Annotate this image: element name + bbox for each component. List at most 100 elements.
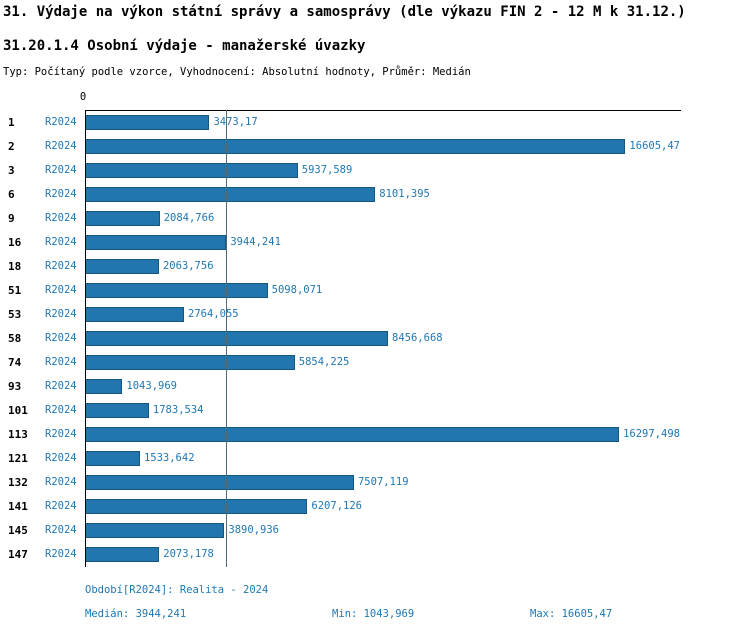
value-label: 8101,395 [379, 188, 430, 200]
series-label: R2024 [45, 380, 77, 392]
series-label: R2024 [45, 404, 77, 416]
series-label: R2024 [45, 212, 77, 224]
bar[interactable] [85, 162, 298, 178]
x-axis-line [85, 110, 681, 111]
y-axis-line [85, 110, 86, 567]
chart-row: 113 R2024 16297,498 [0, 422, 750, 446]
series-label: R2024 [45, 500, 77, 512]
category-label: 18 [8, 259, 22, 273]
value-label: 5937,589 [301, 164, 353, 176]
bar-area: 6207,126 [85, 498, 680, 514]
footer-max-label: Max: 16605,47 [530, 608, 613, 620]
category-label: 16 [8, 235, 22, 249]
category-label: 3 [8, 163, 15, 177]
category-label: 93 [8, 379, 22, 393]
series-label: R2024 [45, 524, 77, 536]
bar-area: 2073,178 [85, 546, 680, 562]
bar[interactable] [85, 474, 354, 490]
bar[interactable] [85, 234, 227, 250]
category-label: 121 [8, 451, 28, 465]
axis-zero-label: 0 [79, 91, 87, 103]
chart-row: 141 R2024 6207,126 [0, 494, 750, 518]
value-label: 7507,119 [357, 476, 409, 488]
series-label: R2024 [45, 308, 77, 320]
bar-area: 5937,589 [85, 162, 680, 178]
bar[interactable] [85, 114, 210, 130]
bar[interactable] [85, 138, 626, 154]
bar-area: 3944,241 [85, 234, 680, 250]
bar[interactable] [85, 306, 185, 322]
category-label: 113 [8, 427, 28, 441]
chart-row: 3 R2024 5937,589 [0, 158, 750, 182]
value-label: 1533,642 [143, 452, 195, 464]
value-label: 16297,498 [623, 428, 680, 440]
chart-row: 74 R2024 5854,225 [0, 350, 750, 374]
category-label: 58 [8, 331, 22, 345]
bar-area: 1533,642 [85, 450, 680, 466]
value-label: 1783,534 [152, 404, 204, 416]
chart-row: 145 R2024 3890,936 [0, 518, 750, 542]
bar-area: 2084,766 [85, 210, 680, 226]
value-label: 3890,936 [228, 524, 279, 536]
bar[interactable] [85, 282, 268, 298]
series-label: R2024 [45, 332, 77, 344]
category-label: 53 [8, 307, 22, 321]
bar[interactable] [85, 258, 159, 274]
category-label: 6 [8, 187, 15, 201]
chart-row: 18 R2024 2063,756 [0, 254, 750, 278]
bar[interactable] [85, 546, 160, 562]
value-label: 5098,071 [271, 284, 323, 296]
value-label: 3944,241 [230, 236, 281, 248]
median-line [226, 110, 228, 567]
bar[interactable] [85, 450, 140, 466]
series-label: R2024 [45, 452, 77, 464]
footer-period-label: Období[R2024]: Realita - 2024 [85, 584, 269, 596]
series-label: R2024 [45, 476, 77, 488]
bar[interactable] [85, 210, 160, 226]
series-label: R2024 [45, 284, 77, 296]
chart-row: 132 R2024 7507,119 [0, 470, 750, 494]
series-label: R2024 [45, 188, 77, 200]
value-label: 16605,47 [629, 140, 680, 152]
value-label: 2063,756 [162, 260, 214, 272]
value-label: 6207,126 [311, 500, 362, 512]
bar-area: 7507,119 [85, 474, 680, 490]
series-label: R2024 [45, 116, 77, 128]
bar-area: 2764,055 [85, 306, 680, 322]
bar[interactable] [85, 354, 295, 370]
series-label: R2024 [45, 428, 77, 440]
value-label: 5854,225 [298, 356, 350, 368]
bar-area: 1783,534 [85, 402, 680, 418]
chart-row: 93 R2024 1043,969 [0, 374, 750, 398]
category-label: 1 [8, 115, 15, 129]
chart-meta: Typ: Počítaný podle vzorce, Vyhodnocení:… [3, 66, 471, 78]
category-label: 145 [8, 523, 28, 537]
bar[interactable] [85, 330, 389, 346]
bar-area: 16297,498 [85, 426, 680, 442]
series-label: R2024 [45, 236, 77, 248]
chart-title: 31. Výdaje na výkon státní správy a samo… [3, 4, 686, 20]
bar[interactable] [85, 402, 149, 418]
chart-row: 9 R2024 2084,766 [0, 206, 750, 230]
bar-area: 8101,395 [85, 186, 680, 202]
chart-row: 1 R2024 3473,17 [0, 110, 750, 134]
series-label: R2024 [45, 260, 77, 272]
bar[interactable] [85, 186, 376, 202]
bar[interactable] [85, 378, 123, 394]
value-label: 1043,969 [126, 380, 177, 392]
category-label: 132 [8, 475, 28, 489]
bar[interactable] [85, 498, 308, 514]
series-label: R2024 [45, 548, 77, 560]
bar[interactable] [85, 522, 225, 538]
value-label: 8456,668 [392, 332, 443, 344]
bar-area: 16605,47 [85, 138, 680, 154]
bar-area: 3473,17 [85, 114, 680, 130]
category-label: 74 [8, 355, 22, 369]
bar-area: 3890,936 [85, 522, 680, 538]
chart-row: 121 R2024 1533,642 [0, 446, 750, 470]
chart-row: 51 R2024 5098,071 [0, 278, 750, 302]
chart-row: 2 R2024 16605,47 [0, 134, 750, 158]
value-label: 2764,055 [188, 308, 239, 320]
bar[interactable] [85, 426, 620, 442]
chart-row: 147 R2024 2073,178 [0, 542, 750, 566]
